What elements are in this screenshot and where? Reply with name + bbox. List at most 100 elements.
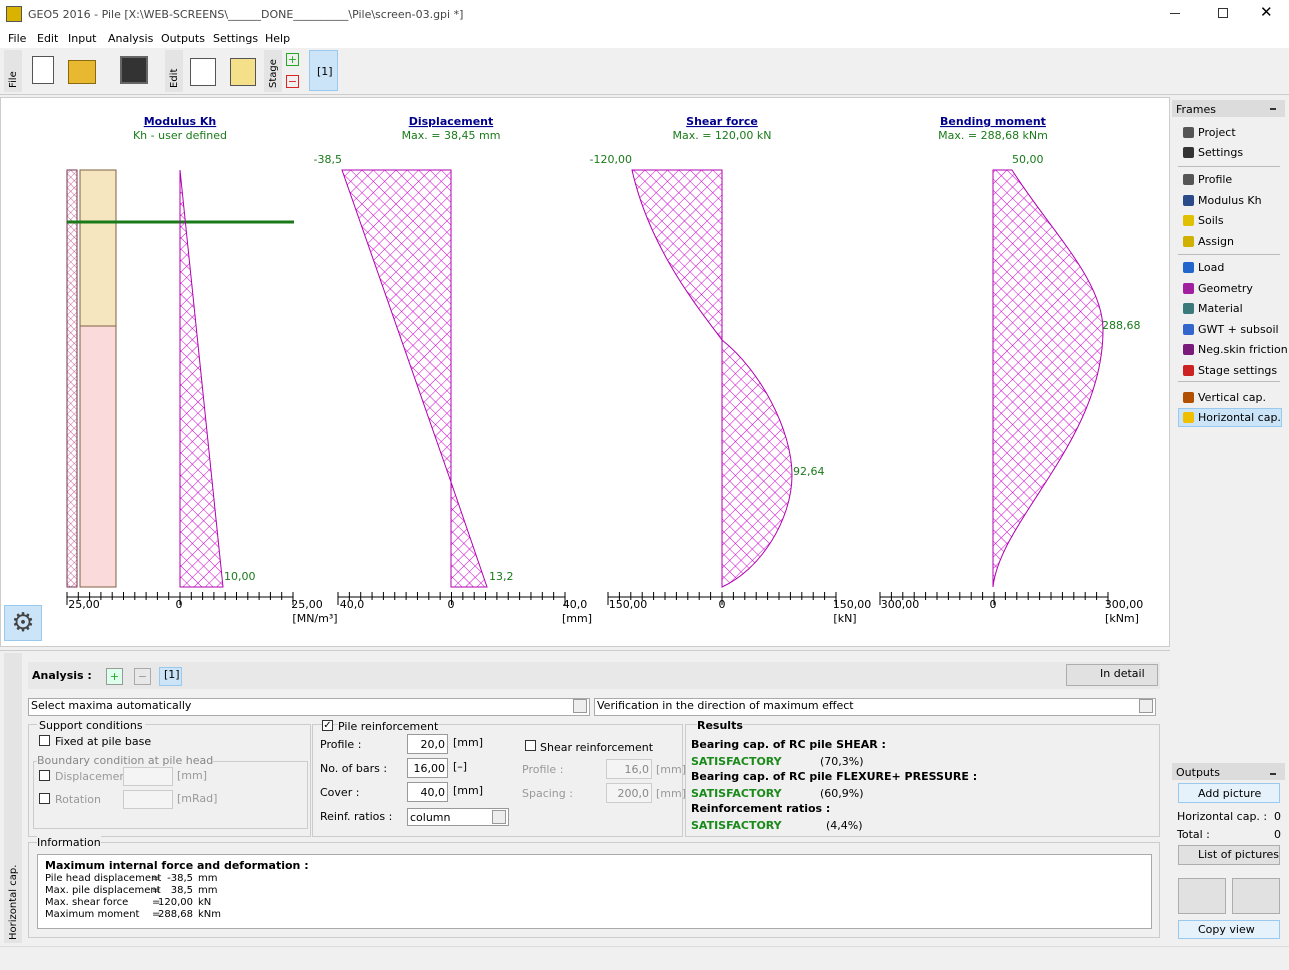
diagram-subtitle: Max. = 288,68 kNm	[938, 129, 1048, 142]
info-label: Maximum moment	[45, 909, 140, 920]
frame-item[interactable]: Soils	[1198, 214, 1224, 227]
input-field[interactable]	[407, 734, 448, 754]
moment-diagram	[992, 169, 1104, 588]
axis-label: 40,0	[563, 598, 588, 611]
maximize[interactable]	[1218, 8, 1228, 18]
soil-layer	[79, 169, 117, 327]
input-field[interactable]	[407, 782, 448, 802]
ratios-select[interactable]	[407, 808, 509, 826]
checkbox[interactable]	[39, 793, 50, 804]
in-detail-label[interactable]: In detail	[1100, 667, 1145, 680]
list-pictures-button[interactable]	[1178, 845, 1280, 865]
info-value: 120,00	[158, 897, 193, 908]
menu-item[interactable]: Help	[265, 32, 291, 45]
frame-item[interactable]: Horizontal cap.	[1198, 411, 1281, 424]
select-value[interactable]: column	[410, 811, 451, 824]
menu-item[interactable]: Outputs	[161, 32, 205, 45]
side-tab-label[interactable]: Horizontal cap.	[8, 864, 19, 940]
dropdown-arrow[interactable]	[1139, 699, 1153, 713]
diagram-title: Shear force	[686, 115, 758, 128]
add-stage[interactable]: +	[286, 53, 299, 66]
print-button[interactable]	[1178, 878, 1226, 914]
input-field	[123, 767, 173, 786]
close[interactable]: ✕	[1260, 3, 1273, 21]
frame-icon	[1183, 195, 1194, 206]
frame-icon	[1183, 392, 1194, 403]
copy-view-button[interactable]	[1178, 920, 1280, 939]
frame-item[interactable]: Project	[1198, 126, 1236, 139]
frame-item[interactable]: Material	[1198, 302, 1243, 315]
checkbox[interactable]	[39, 770, 50, 781]
paste-button[interactable]	[230, 58, 256, 86]
new-button[interactable]	[32, 56, 54, 84]
print-page-button[interactable]	[1232, 878, 1280, 914]
maxima-value[interactable]: Select maxima automatically	[31, 699, 192, 712]
unit: [mRad]	[177, 792, 218, 805]
in-detail-button[interactable]	[1066, 664, 1158, 686]
window-title: GEO5 2016 - Pile [X:\WEB-SCREENS\______D…	[28, 8, 464, 21]
input-value[interactable]: 40,0	[420, 786, 446, 799]
axis-label: 300,00	[881, 598, 920, 611]
checkbox[interactable]	[525, 740, 536, 751]
input-field[interactable]	[407, 758, 448, 778]
frame-icon	[1183, 236, 1194, 247]
add-picture-label[interactable]: Add picture	[1198, 787, 1262, 800]
frame-item[interactable]: Geometry	[1198, 282, 1253, 295]
separator	[1178, 254, 1280, 255]
menu-item[interactable]: Analysis	[108, 32, 154, 45]
copy-view-label[interactable]: Copy view	[1198, 923, 1255, 936]
copy-button[interactable]	[190, 58, 216, 86]
menu-item[interactable]: Settings	[213, 32, 259, 45]
stage-button[interactable]	[309, 50, 338, 91]
axis-label: 40,0	[340, 598, 365, 611]
frame-item[interactable]: Neg.skin friction	[1198, 343, 1288, 356]
info-unit: mm	[198, 873, 218, 884]
value-label: 13,2	[489, 570, 514, 583]
info-equals: =	[152, 873, 161, 884]
remove-analysis[interactable]: −	[134, 668, 151, 685]
input-value[interactable]: 20,0	[420, 738, 446, 751]
frame-item[interactable]: Assign	[1198, 235, 1234, 248]
axis-label: 150,00	[833, 598, 872, 611]
result-status: SATISFACTORY	[691, 787, 782, 800]
checkbox[interactable]: ✓	[322, 720, 333, 731]
dropdown-arrow[interactable]	[492, 810, 506, 824]
toolbar-group	[4, 50, 22, 92]
verification-value[interactable]: Verification in the direction of maximum…	[597, 699, 854, 712]
analysis-stage-button[interactable]	[159, 667, 182, 686]
frame-item[interactable]: GWT + subsoil	[1198, 323, 1279, 336]
frame-item[interactable]: Load	[1198, 261, 1225, 274]
frame-item[interactable]: Settings	[1198, 146, 1244, 159]
menu-item[interactable]: Input	[68, 32, 97, 45]
remove-stage[interactable]: −	[286, 75, 299, 88]
frame-icon	[1183, 262, 1194, 273]
add-analysis[interactable]: +	[106, 668, 123, 685]
input-value[interactable]: 16,00	[413, 762, 446, 775]
settings-gear[interactable]: ⚙	[4, 605, 42, 641]
open-button[interactable]	[68, 60, 96, 84]
results-group	[685, 724, 1160, 837]
frame-item[interactable]: Stage settings	[1198, 364, 1278, 377]
side-tab[interactable]	[4, 653, 22, 943]
group-title: Results	[697, 719, 743, 732]
minimize[interactable]	[1170, 13, 1180, 14]
save-button[interactable]	[120, 56, 148, 84]
app-icon	[6, 6, 22, 22]
maxima-dropdown[interactable]	[28, 698, 590, 716]
frame-item[interactable]: Modulus Kh	[1198, 194, 1262, 207]
frame-item[interactable]: Profile	[1198, 173, 1233, 186]
checkbox[interactable]	[39, 735, 50, 746]
collapse	[1270, 108, 1276, 110]
frame-icon	[1183, 324, 1194, 335]
list-pictures-label[interactable]: List of pictures	[1198, 848, 1279, 861]
verification-dropdown[interactable]	[594, 698, 1156, 716]
analysis-stage[interactable]: [1]	[164, 668, 180, 681]
add-picture-button[interactable]	[1178, 783, 1280, 803]
separator	[1178, 166, 1280, 167]
frame-item[interactable]: Vertical cap.	[1198, 391, 1266, 404]
menu-item[interactable]: File	[8, 32, 27, 45]
info-equals: =	[152, 909, 161, 920]
stage-id[interactable]: [1]	[317, 65, 333, 78]
menu-item[interactable]: Edit	[37, 32, 59, 45]
dropdown-arrow[interactable]	[573, 699, 587, 713]
